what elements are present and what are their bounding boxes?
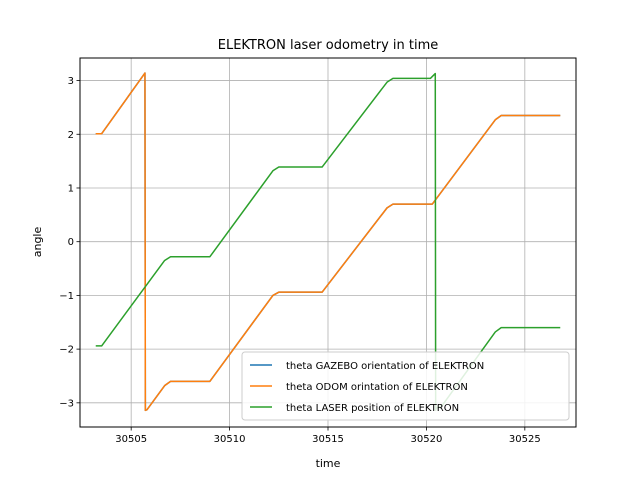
y-tick-label: −2 (59, 345, 74, 356)
grid (80, 58, 576, 427)
y-tick-label: 1 (68, 183, 74, 194)
legend-label: theta ODOM orintation of ELEKTRON (286, 382, 468, 393)
x-axis-label: time (316, 457, 341, 470)
x-tick-label: 30515 (312, 434, 344, 445)
chart-title: ELEKTRON laser odometry in time (218, 38, 439, 53)
legend-label: theta GAZEBO orientation of ELEKTRON (286, 361, 484, 372)
y-tick-label: 0 (68, 237, 74, 248)
x-tick-label: 30520 (411, 434, 443, 445)
axis-ticks: 30505 30510 30515 30520 30525 −3 −2 −1 0 1 2 3 (59, 76, 540, 445)
x-tick-label: 30525 (509, 434, 541, 445)
y-tick-label: 2 (68, 130, 74, 141)
y-tick-label: −1 (59, 291, 74, 302)
legend-box (241, 351, 570, 421)
legend: theta GAZEBO orientation of ELEKTRON thet… (241, 351, 570, 421)
x-tick-label: 30510 (214, 434, 246, 445)
series-line-2 (95, 72, 561, 412)
legend-label: theta LASER position of ELEKTRON (286, 403, 459, 414)
x-tick-label: 30505 (115, 434, 147, 445)
y-axis-label: angle (31, 227, 44, 258)
y-tick-label: 3 (68, 76, 74, 87)
y-tick-label: −3 (59, 398, 74, 409)
